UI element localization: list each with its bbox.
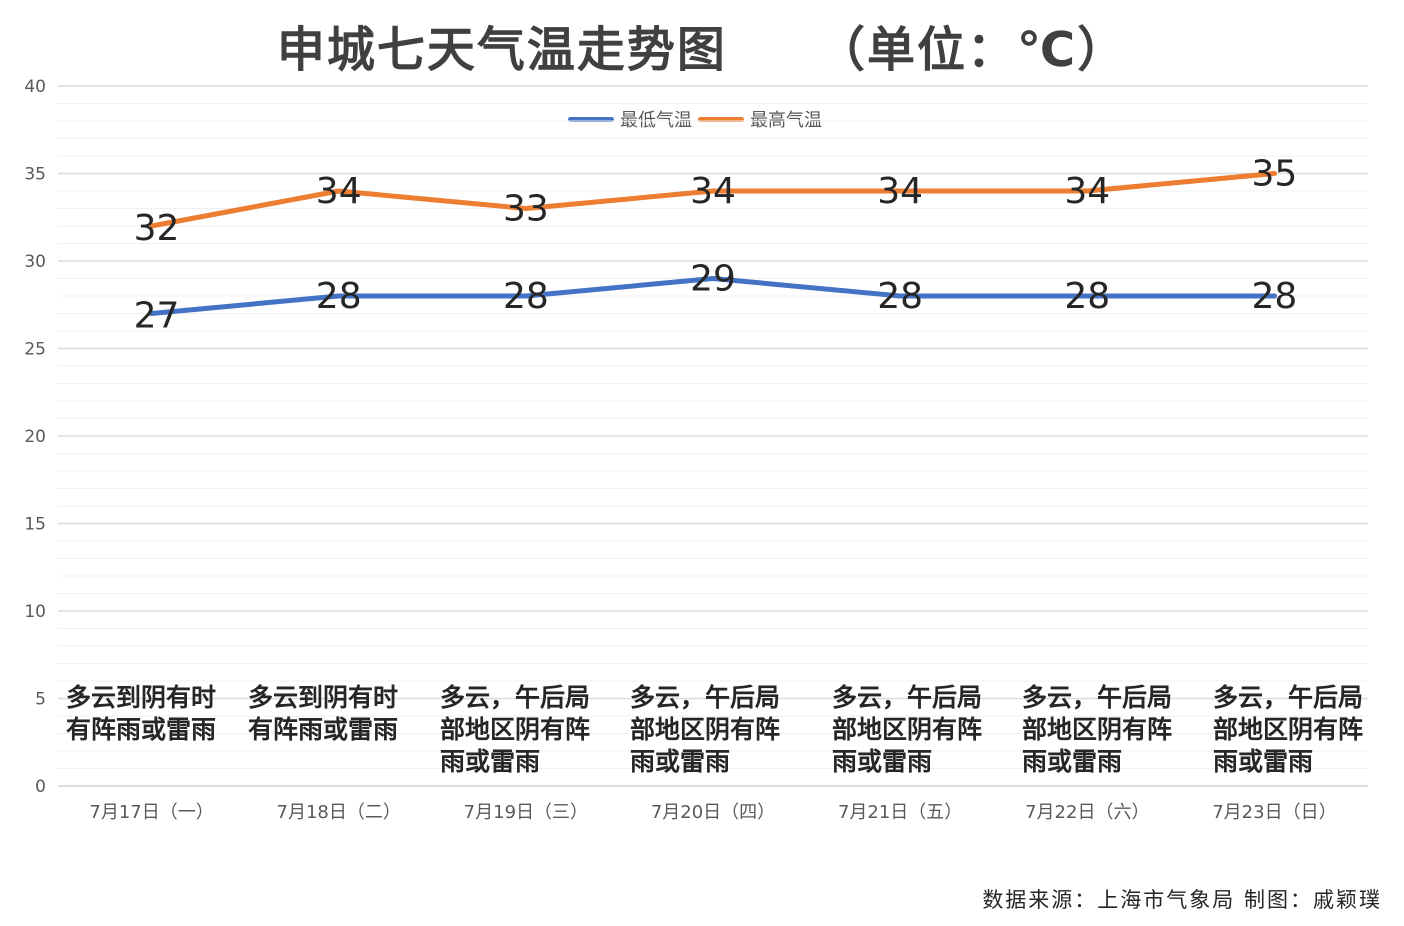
weather-desc-6: 多云，午后局部地区阴有阵雨或雷雨 [1022,683,1173,776]
x-tick-label: 7月19日（三） [464,802,588,823]
data-point [897,293,903,299]
x-tick-label: 7月17日（一） [89,802,213,823]
data-label: 32 [134,208,180,249]
chart-title: 申城七天气温走势图 （单位：℃） [0,10,1404,80]
data-label: 29 [690,259,736,300]
y-tick-label: 5 [35,690,46,710]
data-label: 34 [316,171,362,212]
weather-desc-4: 多云，午后局部地区阴有阵雨或雷雨 [630,683,781,776]
y-tick-label: 35 [24,165,46,185]
data-point [149,223,155,229]
data-source: 数据来源：上海市气象局 制图：戚颖璞 [982,888,1382,912]
weather-desc-2: 多云到阴有时有阵雨或雷雨 [248,683,399,744]
y-tick-label: 25 [24,340,46,360]
data-point [336,188,342,194]
y-tick-label: 15 [24,515,46,535]
weather-desc-1: 多云到阴有时有阵雨或雷雨 [66,683,217,744]
weather-desc-3: 多云，午后局部地区阴有阵雨或雷雨 [440,683,591,776]
data-point [1271,293,1277,299]
data-point [710,276,716,281]
weather-desc-5: 多云，午后局部地区阴有阵雨或雷雨 [832,683,983,776]
x-tick-label: 7月18日（二） [277,802,401,823]
x-tick-label: 7月21日（五） [838,802,962,823]
data-point [1084,188,1090,194]
data-point [149,311,155,316]
y-tick-label: 20 [24,427,46,447]
data-label: 34 [877,171,923,212]
data-point [523,293,529,299]
data-label: 34 [1064,171,1110,212]
data-label: 34 [690,171,736,212]
data-label: 28 [1252,276,1298,317]
data-point [1271,171,1277,176]
data-label: 28 [503,276,549,317]
data-label: 28 [877,276,923,317]
chart-title-unit: （单位：℃） [816,22,1128,78]
x-tick-label: 7月23日（日） [1212,802,1336,823]
x-tick-label: 7月20日（四） [651,802,775,823]
chart-title-main: 申城七天气温走势图 [276,22,727,78]
data-point [710,188,716,194]
data-point [523,206,529,211]
data-label: 35 [1252,154,1298,195]
data-label: 28 [316,276,362,317]
legend-swatch-low [568,116,614,122]
data-label: 27 [134,296,180,337]
data-point [336,293,342,299]
x-tick-label: 7月22日（六） [1025,802,1149,823]
data-point [897,188,903,194]
legend-swatch-high [698,116,744,122]
data-label: 33 [503,189,549,230]
y-tick-label: 30 [24,252,46,272]
weather-desc-7: 多云，午后局部地区阴有阵雨或雷雨 [1213,683,1364,776]
data-point [1084,293,1090,299]
y-tick-label: 10 [24,602,46,622]
y-tick-label: 40 [24,77,46,97]
y-tick-label: 0 [35,777,46,797]
data-label: 28 [1064,276,1110,317]
